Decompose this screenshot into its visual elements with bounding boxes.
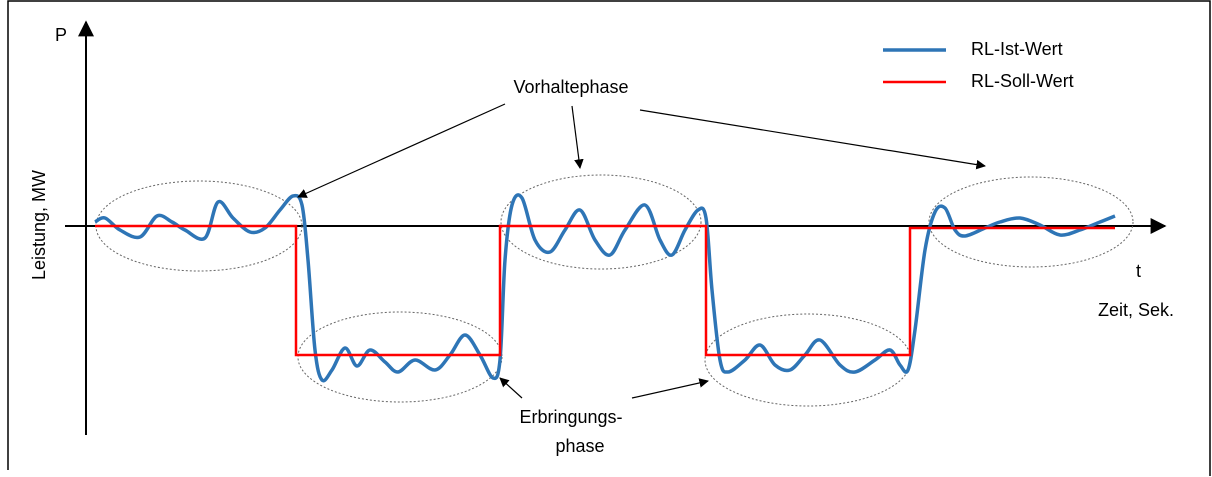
setpoint-curve bbox=[95, 224, 1115, 357]
arrows bbox=[297, 103, 986, 399]
x-label: Zeit, Sek. bbox=[1098, 300, 1174, 320]
annotation: phase bbox=[555, 436, 604, 456]
phase-ellipses bbox=[95, 174, 1134, 407]
annotation: Vorhaltephase bbox=[513, 77, 628, 97]
frame bbox=[7, 0, 1211, 476]
y-symbol: P bbox=[55, 25, 67, 45]
actual-curve bbox=[94, 193, 1116, 383]
x-symbol: t bbox=[1136, 261, 1141, 281]
y-label: Leistung, MW bbox=[29, 170, 49, 280]
annotation: Erbringungs- bbox=[519, 407, 622, 427]
legend-label: RL-Soll-Wert bbox=[971, 71, 1074, 91]
legend-label: RL-Ist-Wert bbox=[971, 39, 1063, 59]
